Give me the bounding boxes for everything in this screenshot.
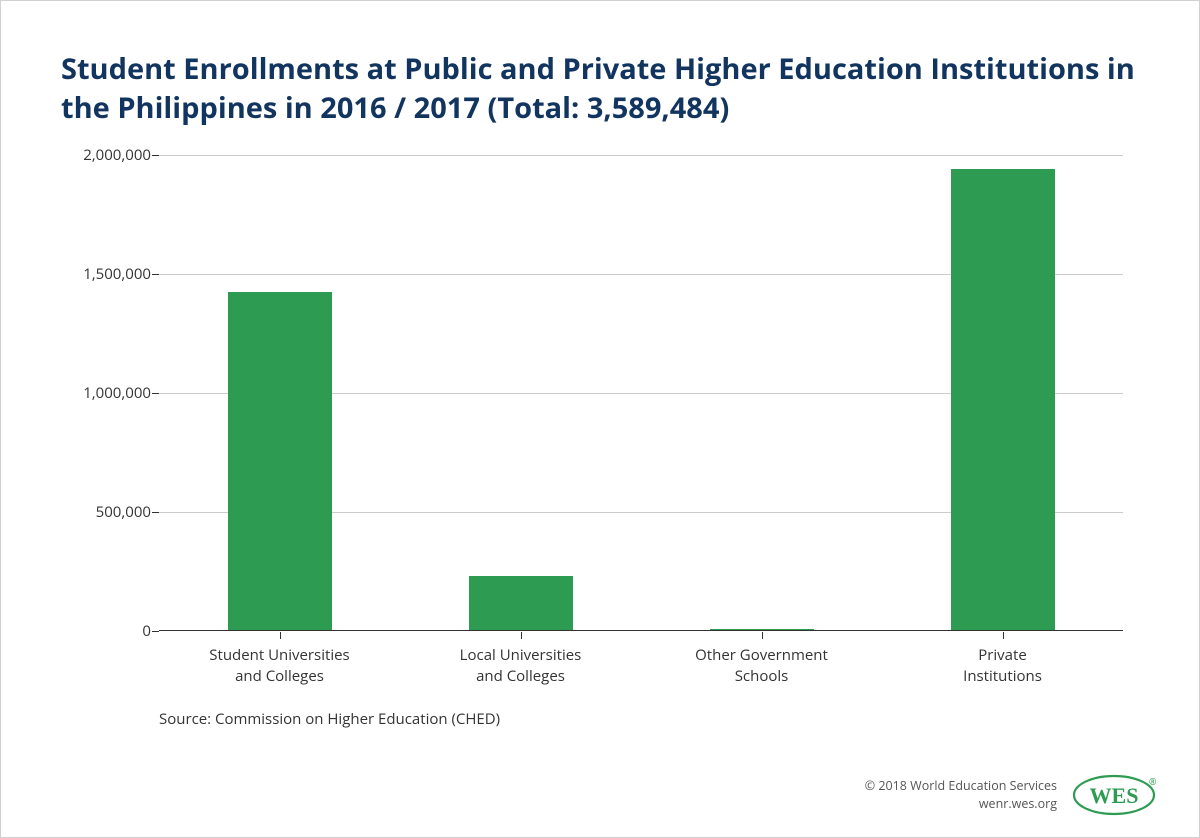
x-axis-labels: Student Universitiesand CollegesLocal Un… (159, 639, 1123, 686)
x-axis-label: PrivateInstitutions (882, 639, 1123, 686)
y-tick-label: 1,000,000 (63, 383, 151, 403)
footer: © 2018 World Education Services wenr.wes… (865, 773, 1157, 817)
chart-title: Student Enrollments at Public and Privat… (61, 49, 1139, 127)
bar-slot (641, 155, 882, 630)
x-axis-label: Local Universitiesand Colleges (400, 639, 641, 686)
x-tick-mark (1003, 632, 1004, 639)
wes-logo: WES ® (1071, 773, 1157, 817)
y-tick-mark (152, 155, 159, 156)
x-tick-mark (762, 632, 763, 639)
y-tick-mark (152, 512, 159, 513)
x-axis-label: Other GovernmentSchools (641, 639, 882, 686)
bar (710, 629, 814, 630)
footer-url: wenr.wes.org (865, 795, 1057, 813)
copyright-text: © 2018 World Education Services (865, 777, 1057, 795)
bar (951, 169, 1055, 631)
y-tick-mark (152, 393, 159, 394)
bars-row (159, 155, 1123, 630)
y-tick-mark (152, 631, 159, 632)
y-tick-label: 1,500,000 (63, 264, 151, 284)
chart-area: 0500,0001,000,0001,500,0002,000,000 Stud… (63, 155, 1123, 695)
x-axis-label: Student Universitiesand Colleges (159, 639, 400, 686)
x-tick-mark (521, 632, 522, 639)
y-tick-label: 500,000 (63, 502, 151, 522)
chart-container: Student Enrollments at Public and Privat… (1, 1, 1199, 837)
svg-text:®: ® (1149, 775, 1157, 788)
y-tick-mark (152, 274, 159, 275)
bar-slot (159, 155, 400, 630)
footer-text: © 2018 World Education Services wenr.wes… (865, 777, 1057, 813)
wes-logo-text: WES (1090, 783, 1139, 808)
y-tick-label: 0 (63, 621, 151, 641)
bar (228, 292, 332, 630)
bar-slot (400, 155, 641, 630)
source-text: Source: Commission on Higher Education (… (159, 709, 1139, 729)
y-tick-label: 2,000,000 (63, 145, 151, 165)
bar (469, 576, 573, 631)
x-tick-mark (280, 632, 281, 639)
bar-slot (882, 155, 1123, 630)
plot-region (159, 155, 1123, 631)
